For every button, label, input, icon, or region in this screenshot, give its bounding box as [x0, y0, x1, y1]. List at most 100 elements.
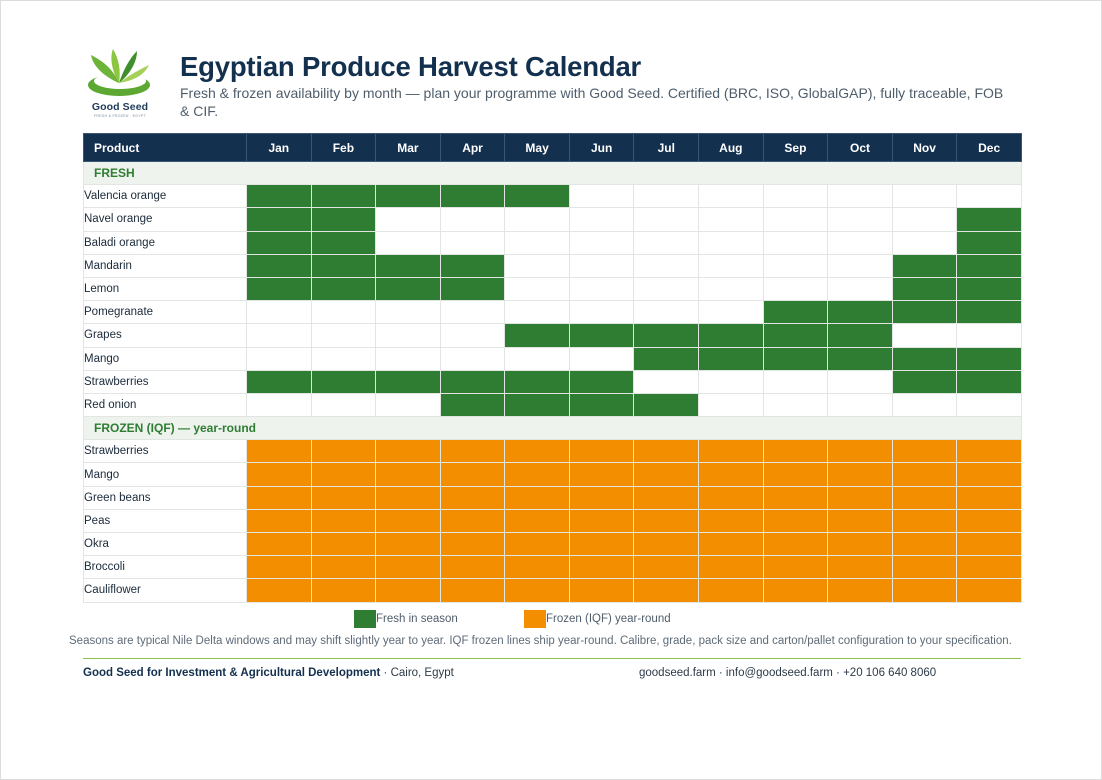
- product-name: Pomegranate: [83, 300, 247, 325]
- legend-label-frozen: Frozen (IQF) year-round: [546, 613, 671, 625]
- frozen-month-cell: [375, 578, 441, 603]
- empty-month-cell: [762, 369, 829, 394]
- product-name: Navel orange: [83, 207, 247, 232]
- fresh-month-cell: [439, 392, 506, 418]
- frozen-month-cell: [633, 462, 700, 487]
- product-name: Okra: [83, 531, 247, 557]
- product-name: Baladi orange: [83, 230, 247, 255]
- fresh-month-cell: [568, 369, 635, 394]
- column-header-month: Oct: [827, 133, 893, 162]
- frozen-month-cell: [762, 531, 829, 557]
- fresh-month-cell: [827, 346, 893, 371]
- logo-tagline: FRESH & FROZEN · EGYPT: [93, 114, 147, 118]
- empty-month-cell: [891, 323, 958, 348]
- frozen-month-cell: [891, 508, 958, 534]
- empty-month-cell: [568, 276, 635, 302]
- frozen-month-cell: [891, 555, 958, 580]
- empty-month-cell: [633, 184, 700, 209]
- product-name: Red onion: [83, 392, 247, 418]
- empty-month-cell: [439, 323, 506, 348]
- frozen-month-cell: [827, 531, 893, 557]
- fresh-month-cell: [439, 184, 506, 209]
- empty-month-cell: [310, 392, 377, 418]
- product-name: Cauliflower: [83, 578, 247, 603]
- fresh-month-cell: [891, 300, 958, 325]
- fresh-month-cell: [827, 323, 893, 348]
- table-row: Strawberries: [83, 439, 1022, 464]
- harvest-calendar-table: Product Jan Feb Mar Apr May Jun Jul Aug …: [83, 133, 1022, 603]
- table-row: Grapes: [83, 323, 1022, 348]
- empty-month-cell: [375, 323, 441, 348]
- empty-month-cell: [375, 230, 441, 255]
- empty-month-cell: [439, 230, 506, 255]
- product-name: Grapes: [83, 323, 247, 348]
- empty-month-cell: [827, 207, 893, 232]
- table-row: Red onion: [83, 392, 1022, 418]
- fresh-month-cell: [246, 253, 312, 278]
- empty-month-cell: [568, 253, 635, 278]
- fresh-month-cell: [891, 369, 958, 394]
- empty-month-cell: [439, 207, 506, 232]
- legend-label-fresh: Fresh in season: [376, 613, 458, 625]
- empty-month-cell: [698, 300, 764, 325]
- empty-month-cell: [568, 207, 635, 232]
- fresh-month-cell: [504, 184, 570, 209]
- empty-month-cell: [504, 253, 570, 278]
- empty-month-cell: [633, 276, 700, 302]
- empty-month-cell: [504, 207, 570, 232]
- empty-month-cell: [375, 346, 441, 371]
- frozen-month-cell: [439, 462, 506, 487]
- table-row: Strawberries: [83, 369, 1022, 394]
- empty-month-cell: [827, 276, 893, 302]
- section-row: FROZEN (IQF) — year-round: [83, 416, 1022, 441]
- frozen-month-cell: [310, 578, 377, 603]
- fresh-month-cell: [504, 369, 570, 394]
- fresh-month-cell: [246, 276, 312, 302]
- empty-month-cell: [375, 392, 441, 418]
- empty-month-cell: [827, 253, 893, 278]
- product-name: Mango: [83, 346, 247, 371]
- frozen-month-cell: [633, 531, 700, 557]
- seasonality-note: Seasons are typical Nile Delta windows a…: [69, 635, 1012, 647]
- empty-month-cell: [375, 207, 441, 232]
- frozen-month-cell: [762, 439, 829, 464]
- empty-month-cell: [375, 300, 441, 325]
- footer-divider: [83, 658, 1021, 659]
- empty-month-cell: [698, 253, 764, 278]
- empty-month-cell: [698, 276, 764, 302]
- fresh-month-cell: [375, 276, 441, 302]
- empty-month-cell: [827, 369, 893, 394]
- table-body: FRESH Valencia orange Navel orange Baladi o…: [83, 160, 1022, 603]
- frozen-month-cell: [246, 555, 312, 580]
- company-name: Good Seed for Investment & Agricultural …: [83, 667, 381, 679]
- frozen-month-cell: [375, 555, 441, 580]
- column-header-month: Mar: [375, 133, 441, 162]
- frozen-month-cell: [762, 508, 829, 534]
- frozen-month-cell: [310, 485, 377, 510]
- frozen-month-cell: [891, 578, 958, 603]
- frozen-month-cell: [698, 462, 764, 487]
- table-row: Peas: [83, 508, 1022, 534]
- frozen-month-cell: [504, 531, 570, 557]
- table-row: Green beans: [83, 485, 1022, 510]
- frozen-month-cell: [568, 508, 635, 534]
- empty-month-cell: [698, 392, 764, 418]
- frozen-month-cell: [698, 531, 764, 557]
- frozen-month-cell: [956, 555, 1022, 580]
- frozen-month-cell: [698, 555, 764, 580]
- fresh-month-cell: [568, 392, 635, 418]
- product-name: Strawberries: [83, 369, 247, 394]
- product-name: Mandarin: [83, 253, 247, 278]
- fresh-month-cell: [375, 253, 441, 278]
- fresh-month-cell: [246, 369, 312, 394]
- frozen-month-cell: [891, 439, 958, 464]
- table-row: Lemon: [83, 276, 1022, 302]
- frozen-month-cell: [439, 578, 506, 603]
- fresh-month-cell: [246, 184, 312, 209]
- empty-month-cell: [246, 392, 312, 418]
- fresh-month-cell: [762, 346, 829, 371]
- table-row: Mango: [83, 346, 1022, 371]
- product-name: Lemon: [83, 276, 247, 302]
- frozen-month-cell: [310, 508, 377, 534]
- fresh-month-cell: [246, 207, 312, 232]
